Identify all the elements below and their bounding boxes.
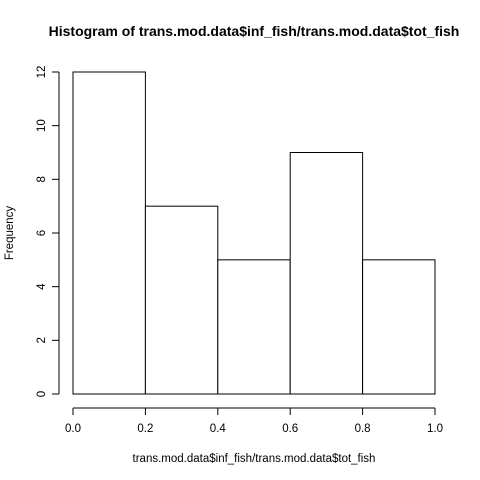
y-tick-label-4: 8 (36, 176, 48, 182)
y-axis-label: Frequency (4, 206, 16, 261)
histogram-bar-1 (144, 205, 219, 395)
chart-title: Histogram of trans.mod.data$inf_fish/tra… (49, 23, 460, 39)
x-tick-label-3: 0.6 (282, 423, 298, 435)
y-tick-label-2: 4 (36, 283, 48, 290)
x-tick-label-2: 0.4 (210, 423, 227, 435)
x-tick-label-1: 0.2 (137, 423, 153, 435)
y-tick-label-5: 10 (36, 119, 48, 132)
y-tick-label-3: 6 (36, 230, 48, 236)
histogram-bar-2 (217, 259, 291, 395)
y-axis: 0 2 4 6 8 10 12 (36, 66, 60, 397)
y-tick-label-0: 0 (36, 391, 48, 397)
bars-group (72, 71, 436, 395)
y-tick-label-6: 12 (36, 66, 48, 79)
histogram-bar-0 (72, 71, 146, 395)
x-tick-label-5: 1.0 (427, 423, 443, 435)
x-axis: 0.0 0.2 0.4 0.6 0.8 1.0 (65, 407, 443, 435)
x-tick-label-0: 0.0 (65, 423, 81, 435)
x-axis-label: trans.mod.data$inf_fish/trans.mod.data$t… (133, 453, 376, 465)
histogram-bar-4 (362, 259, 436, 395)
y-tick-label-1: 2 (36, 337, 48, 343)
x-tick-label-4: 0.8 (355, 423, 371, 435)
histogram-bar-3 (289, 152, 364, 395)
